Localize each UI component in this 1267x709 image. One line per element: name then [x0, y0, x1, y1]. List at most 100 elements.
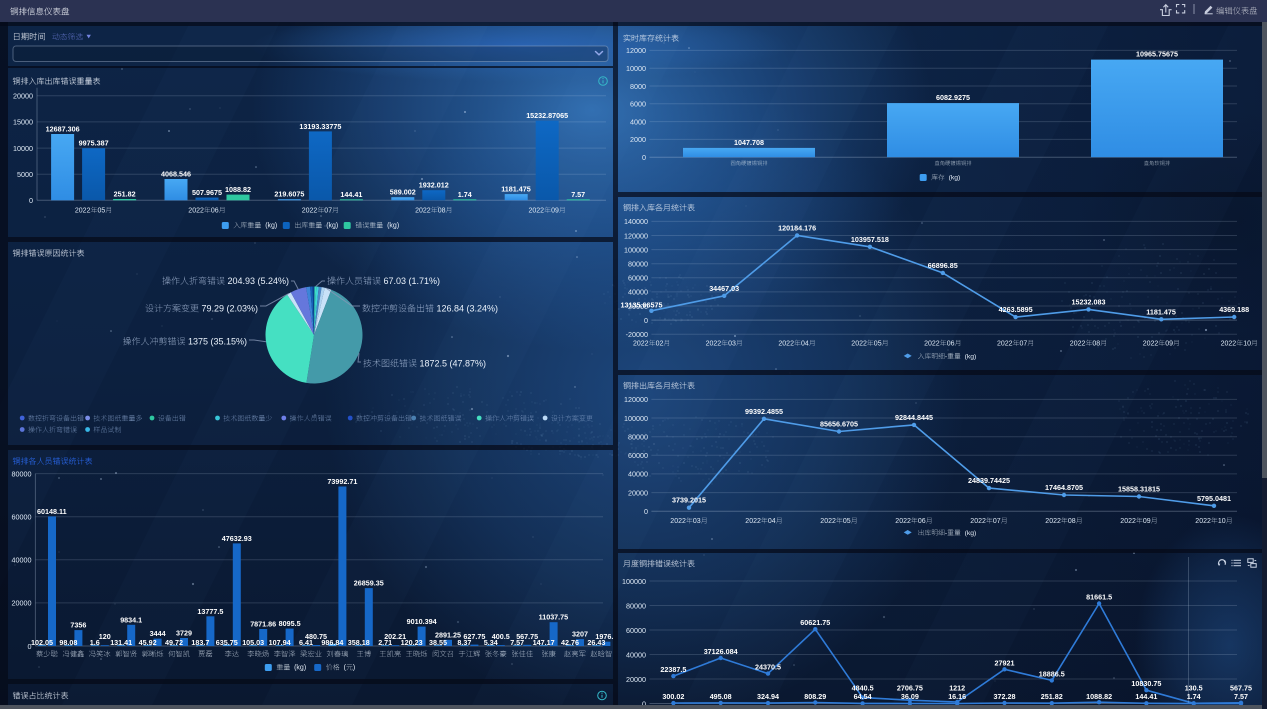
svg-text:9834.1: 9834.1: [120, 615, 142, 624]
svg-text:(kg): (kg): [326, 223, 338, 230]
svg-text:324.94: 324.94: [757, 692, 779, 701]
svg-text:07: 07: [1020, 341, 1028, 348]
svg-text:17464.8705: 17464.8705: [1045, 483, 1083, 492]
svg-text:144.41: 144.41: [1135, 692, 1157, 701]
svg-text:5795.0481: 5795.0481: [1197, 494, 1231, 503]
svg-text:2022: 2022: [1120, 518, 1136, 525]
svg-text:20000: 20000: [628, 488, 648, 497]
svg-text:2022: 2022: [745, 518, 761, 525]
svg-text:60148.11: 60148.11: [37, 507, 67, 516]
svg-text:24839.74425: 24839.74425: [968, 476, 1010, 485]
svg-text:81661.5: 81661.5: [1086, 593, 1112, 602]
svg-text:100000: 100000: [622, 577, 646, 586]
svg-text:635.75: 635.75: [216, 638, 238, 647]
svg-text:103957.518: 103957.518: [851, 235, 889, 244]
svg-text:20000: 20000: [12, 599, 32, 608]
svg-text:40000: 40000: [628, 470, 648, 479]
svg-text:13777.5: 13777.5: [197, 607, 223, 616]
svg-text:08: 08: [1068, 518, 1076, 525]
svg-text:1932.012: 1932.012: [419, 181, 449, 190]
svg-text:60000: 60000: [628, 451, 648, 460]
svg-text:100000: 100000: [624, 414, 648, 423]
svg-text:7871.86: 7871.86: [250, 620, 276, 629]
svg-text:99392.4855: 99392.4855: [745, 407, 783, 416]
svg-text:(kg): (kg): [387, 223, 399, 230]
svg-text:400.5: 400.5: [492, 632, 510, 641]
svg-text:03: 03: [728, 341, 736, 348]
svg-text:26.43: 26.43: [587, 638, 605, 647]
svg-text:2000: 2000: [630, 135, 646, 144]
svg-text:16.16: 16.16: [948, 692, 966, 701]
svg-text:22387.5: 22387.5: [660, 665, 686, 674]
svg-text:20000: 20000: [13, 92, 33, 101]
svg-text:7.57: 7.57: [571, 190, 585, 199]
svg-text:15000: 15000: [13, 118, 33, 127]
svg-text:2022: 2022: [851, 341, 867, 348]
svg-text:09: 09: [551, 208, 559, 215]
svg-text:04: 04: [801, 341, 809, 348]
svg-text:102.05: 102.05: [31, 638, 53, 647]
svg-text:5.34: 5.34: [484, 638, 498, 647]
svg-text:06: 06: [918, 518, 926, 525]
svg-text:02: 02: [656, 341, 664, 348]
svg-text:6082.9275: 6082.9275: [936, 93, 970, 102]
svg-text:27921: 27921: [995, 658, 1015, 667]
svg-text:120.23: 120.23: [401, 638, 423, 647]
svg-text:986.84: 986.84: [321, 638, 343, 647]
svg-text:47632.93: 47632.93: [222, 534, 252, 543]
svg-text:(kg): (kg): [949, 175, 961, 182]
svg-text:80000: 80000: [628, 260, 648, 269]
svg-text:1088.82: 1088.82: [225, 185, 251, 194]
svg-text:589.002: 589.002: [390, 188, 416, 197]
svg-text:2022: 2022: [1195, 518, 1211, 525]
svg-text:12000: 12000: [626, 46, 646, 55]
svg-text:-: -: [945, 530, 947, 537]
svg-text:1976.6: 1976.6: [595, 632, 617, 641]
svg-text:2022: 2022: [75, 208, 91, 215]
svg-text:2022: 2022: [1070, 341, 1086, 348]
svg-text:0: 0: [29, 196, 33, 205]
svg-text:2022: 2022: [820, 518, 836, 525]
svg-text:358.18: 358.18: [348, 638, 370, 647]
svg-text:2022: 2022: [670, 518, 686, 525]
svg-text:1.74: 1.74: [1187, 692, 1201, 701]
svg-text:2706.75: 2706.75: [897, 684, 923, 693]
svg-text:131.41: 131.41: [110, 638, 132, 647]
svg-text:2022: 2022: [1045, 518, 1061, 525]
svg-text:10000: 10000: [626, 64, 646, 73]
svg-text:4068.546: 4068.546: [161, 170, 191, 179]
svg-text:300.02: 300.02: [662, 692, 684, 701]
svg-text:73992.71: 73992.71: [327, 477, 357, 486]
svg-text:42.76: 42.76: [561, 638, 579, 647]
svg-text:10965.75675: 10965.75675: [1136, 50, 1178, 59]
svg-text:3729: 3729: [176, 629, 192, 638]
svg-text:13193.33775: 13193.33775: [299, 122, 341, 131]
svg-text:1375 (35.15%): 1375 (35.15%): [188, 337, 247, 347]
svg-text:8095.5: 8095.5: [279, 619, 301, 628]
svg-text:808.29: 808.29: [804, 692, 826, 701]
svg-text:204.93 (5.24%): 204.93 (5.24%): [228, 276, 290, 286]
svg-text:08: 08: [1092, 341, 1100, 348]
svg-text:07: 07: [993, 518, 1001, 525]
svg-text:79.29 (2.03%): 79.29 (2.03%): [202, 304, 259, 314]
svg-text:2022: 2022: [633, 341, 649, 348]
svg-text:2022: 2022: [188, 208, 204, 215]
svg-text:140000: 140000: [624, 217, 648, 226]
svg-text:24370.5: 24370.5: [755, 663, 781, 672]
svg-text:4000: 4000: [630, 117, 646, 126]
svg-text:3739.2015: 3739.2015: [672, 496, 706, 505]
svg-text:05: 05: [843, 518, 851, 525]
svg-text:64.54: 64.54: [854, 692, 872, 701]
svg-text:05: 05: [98, 208, 106, 215]
svg-text:60000: 60000: [628, 274, 648, 283]
svg-text:144.41: 144.41: [340, 190, 362, 199]
svg-text:627.75: 627.75: [463, 632, 485, 641]
svg-text:60000: 60000: [12, 513, 32, 522]
svg-text:107.94: 107.94: [269, 638, 291, 647]
svg-text:20000: 20000: [626, 675, 646, 684]
svg-text:10: 10: [1218, 518, 1226, 525]
svg-text:2022: 2022: [970, 518, 986, 525]
svg-text:1047.708: 1047.708: [734, 138, 764, 147]
svg-text:09: 09: [1165, 341, 1173, 348]
svg-text:120000: 120000: [624, 395, 648, 404]
